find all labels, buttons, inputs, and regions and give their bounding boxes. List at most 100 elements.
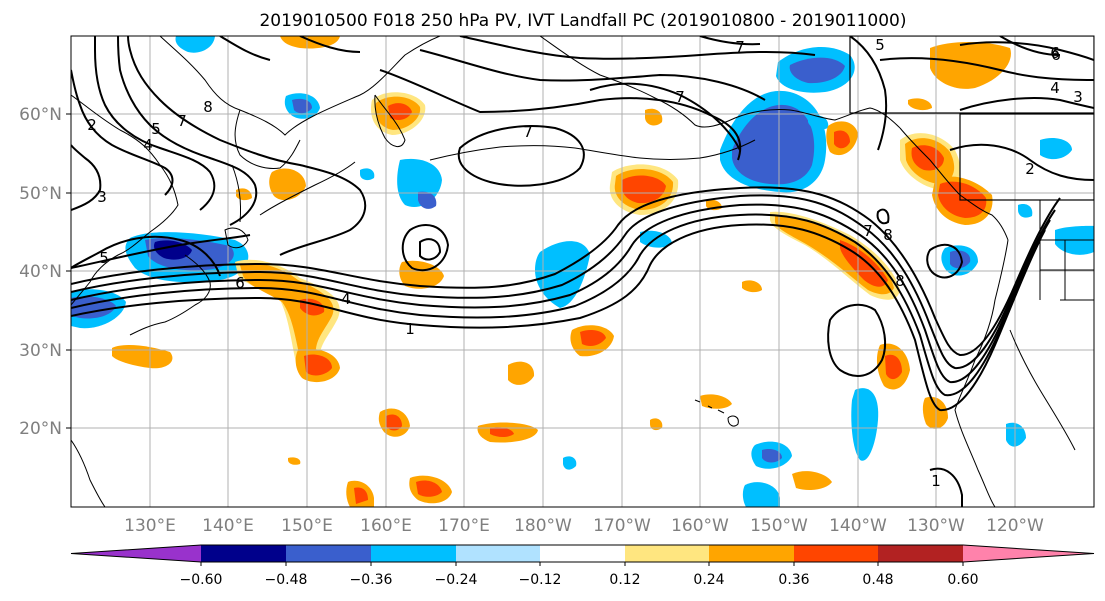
chart-title: 2019010500 F018 250 hPa PV, IVT Landfall…	[259, 11, 906, 31]
contour-label: 6	[1050, 44, 1060, 62]
lon-tick-label: 140°E	[202, 516, 254, 536]
colorbar-tick-label: −0.12	[519, 572, 562, 588]
shade-blob	[808, 115, 829, 130]
coast-kamchatka	[374, 94, 406, 147]
contour-label: 2	[1025, 160, 1035, 178]
contour-label: 7	[735, 38, 745, 56]
colorbar-tick-label: 0.48	[862, 572, 893, 588]
landfall-boxes	[849, 36, 1094, 201]
colorbar-tick-label: −0.60	[180, 572, 223, 588]
contour-line	[849, 36, 888, 151]
contour-line	[959, 41, 1094, 61]
pv-shading	[71, 36, 1094, 507]
colorbar-tick-label: 0.12	[609, 572, 640, 588]
shade-blob	[700, 394, 732, 409]
coast-aleutians	[429, 139, 756, 161]
colorbar-extend-right	[963, 545, 1094, 562]
colorbar-segment	[709, 545, 794, 562]
shade-blob	[416, 480, 442, 497]
contour-line	[71, 194, 1056, 370]
contour-line	[879, 57, 1094, 81]
lon-tick-label: 120°W	[986, 516, 1044, 536]
contour-labels: 7 7 7 7 7 6 6 5 5 5 4 4 3 3 2 2 8 8 8 1	[87, 36, 1083, 490]
colorbar-tick-label: −0.48	[265, 572, 308, 588]
coast-siberia	[159, 36, 441, 136]
lat-tick-label: 60°N	[19, 105, 62, 125]
contour-line	[71, 234, 251, 269]
contour-line	[929, 467, 963, 507]
lon-tick-label: 130°E	[124, 516, 176, 536]
shade-blob	[360, 168, 375, 181]
lon-tick-label: 130°W	[907, 516, 965, 536]
contour-line	[589, 82, 741, 151]
lon-tick-label: 170°E	[438, 516, 490, 536]
lon-labels: 130°E 140°E 150°E 160°E 170°E 180°W 170°…	[124, 516, 1044, 536]
contour-label: 4	[143, 136, 153, 154]
contour-line	[379, 69, 742, 161]
map-panel: 7 7 7 7 7 6 6 5 5 5 4 4 3 3 2 2 8 8 8 1	[19, 35, 1095, 536]
contour-line	[71, 223, 1041, 412]
shade-blob	[930, 42, 1011, 89]
region-box-west-coast	[959, 113, 1094, 201]
coast-hokkaido	[224, 227, 249, 249]
shade-blob	[112, 345, 173, 369]
colorbar-segment	[456, 545, 540, 562]
shade-blob	[885, 354, 902, 380]
colorbar-segment	[878, 545, 963, 562]
colorbar-segment	[625, 545, 709, 562]
contour-line	[926, 243, 964, 279]
contour-line	[71, 144, 102, 211]
lon-tick-label: 170°W	[593, 516, 651, 536]
shade-blob	[580, 330, 606, 346]
shade-blob	[563, 456, 577, 470]
contour-line	[71, 69, 174, 196]
colorbar-labels: −0.60 −0.48 −0.36 −0.24 −0.12 0.12 0.24 …	[180, 572, 979, 588]
shade-blob	[1006, 422, 1026, 447]
colorbar-tick-label: 0.60	[947, 572, 978, 588]
contour-line	[401, 224, 450, 272]
lon-tick-label: 150°W	[750, 516, 808, 536]
shade-blob	[175, 36, 215, 53]
colorbar-tick-label: −0.36	[350, 572, 393, 588]
lon-tick-label: 180°W	[514, 516, 572, 536]
contour-line	[457, 125, 585, 187]
contour-line	[949, 143, 1094, 181]
contour-label: 4	[1050, 79, 1060, 97]
lon-tick-label: 160°W	[671, 516, 729, 536]
coast-japan	[129, 254, 211, 336]
shade-blob	[388, 103, 412, 120]
shade-blob	[732, 104, 815, 185]
contour-label: 8	[203, 98, 213, 116]
lat-tick-label: 50°N	[19, 184, 62, 204]
contour-line	[94, 36, 216, 211]
coast-hawaii	[694, 399, 739, 427]
coast-baja	[1009, 329, 1076, 451]
contour-line	[71, 203, 1051, 384]
contour-line	[459, 36, 816, 60]
colorbar-segment	[371, 545, 456, 562]
contour-label: 2	[87, 116, 97, 134]
contour-line	[699, 36, 761, 46]
colorbar-extend-left	[71, 545, 201, 562]
shade-blob	[354, 487, 368, 504]
shade-blob	[621, 175, 666, 204]
contour-label: 8	[883, 226, 893, 244]
shade-blob	[742, 482, 780, 507]
coast-kuriles	[259, 161, 356, 216]
shade-blob	[1040, 138, 1072, 160]
shade-blob	[792, 471, 832, 490]
contour-label: 1	[931, 472, 941, 490]
contour-label: 7	[863, 222, 873, 240]
lat-tick-label: 30°N	[19, 341, 62, 361]
shade-blob	[742, 280, 762, 293]
shade-blob	[386, 414, 402, 431]
shade-blob	[650, 418, 663, 431]
contour-label: 3	[97, 188, 107, 206]
contour-label: 3	[1073, 88, 1083, 106]
colorbar-tick-label: 0.24	[693, 572, 724, 588]
contour-line	[419, 238, 442, 261]
shade-blob	[288, 457, 301, 465]
contour-label: 6	[1051, 46, 1061, 64]
region-box-alaska	[849, 36, 1094, 114]
graticule	[71, 36, 1094, 507]
